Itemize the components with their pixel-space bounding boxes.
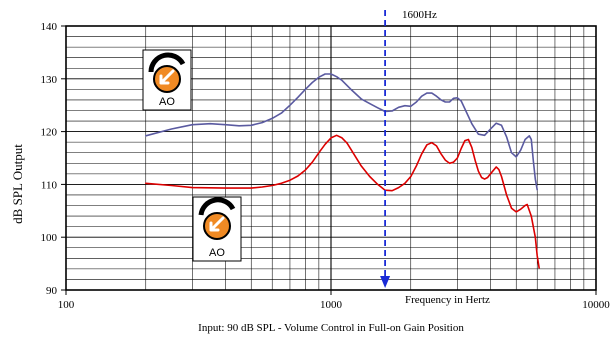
y-tick-label: 100 xyxy=(41,232,58,244)
arrow-icon xyxy=(159,69,175,85)
marker-arrowhead-icon xyxy=(380,276,391,288)
x-tick-label: 10000 xyxy=(582,299,610,311)
ao-badge-upper: AO xyxy=(142,49,192,111)
badge-label-lower: AO xyxy=(209,247,225,259)
series-line-1 xyxy=(145,73,538,191)
y-tick-label: 120 xyxy=(41,127,58,139)
series-group xyxy=(145,73,540,269)
arrow-icon xyxy=(209,216,225,232)
y-tick-label: 90 xyxy=(46,285,58,297)
x-tick-label: 1000 xyxy=(320,299,343,311)
y-tick-label: 130 xyxy=(41,74,58,86)
x-axis-title: Frequency in Hertz xyxy=(405,294,490,306)
y-tick-label: 110 xyxy=(41,179,58,191)
y-axis-title: dB SPL Output xyxy=(10,144,25,224)
volume-arc-icon xyxy=(148,52,186,73)
badge-label-upper: AO xyxy=(159,96,175,108)
series-line-2 xyxy=(145,134,540,269)
frequency-marker xyxy=(380,10,391,288)
chart-caption: Input: 90 dB SPL - Volume Control in Ful… xyxy=(198,322,464,334)
y-tick-label: 140 xyxy=(41,21,58,33)
volume-arc-icon xyxy=(198,197,236,216)
marker-label: 1600Hz xyxy=(402,9,437,21)
ao-badge-lower: AO xyxy=(192,196,242,262)
x-tick-label: 100 xyxy=(58,299,75,311)
